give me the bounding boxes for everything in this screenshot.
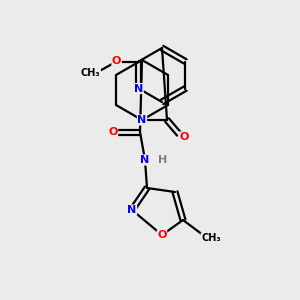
Text: N: N [137, 115, 147, 125]
Text: N: N [128, 205, 136, 215]
Text: O: O [157, 230, 167, 240]
Text: CH₃: CH₃ [201, 233, 221, 243]
Text: N: N [134, 83, 143, 94]
Text: O: O [112, 56, 121, 67]
Text: N: N [140, 155, 150, 165]
Text: O: O [108, 127, 118, 137]
Text: CH₃: CH₃ [81, 68, 100, 79]
Text: O: O [179, 132, 189, 142]
Text: H: H [158, 155, 168, 165]
